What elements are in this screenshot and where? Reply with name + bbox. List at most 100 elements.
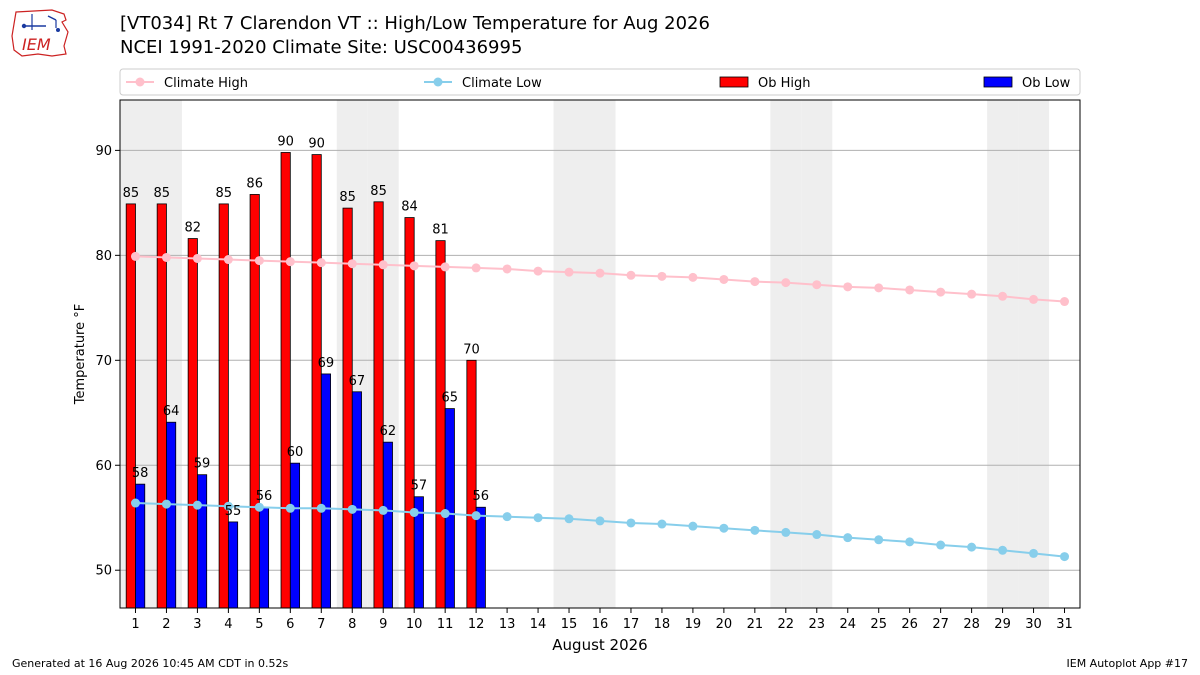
climate-low-point-day-29	[998, 545, 1008, 555]
y-tick-label-70: 70	[95, 354, 112, 369]
x-tick-label-3: 3	[193, 617, 201, 632]
x-tick-label-4: 4	[224, 617, 232, 632]
ob-low-bar-day-9	[382, 441, 393, 609]
y-tick-label-80: 80	[95, 249, 112, 264]
weekend-shade-day-15	[553, 100, 585, 608]
ob-low-label-day-8: 67	[349, 374, 366, 389]
legend: Climate High Climate Low Ob High Ob Low	[119, 68, 1081, 96]
climate-low-point-day-26	[905, 537, 915, 547]
ob-low-bar-day-3	[197, 474, 208, 609]
climate-high-point-day-1	[130, 251, 140, 261]
climate-low-point-day-27	[936, 540, 946, 550]
ob-low-label-day-10: 57	[411, 479, 428, 494]
ob-high-label-day-4: 85	[215, 186, 232, 201]
weekend-shade-day-22	[770, 100, 802, 608]
x-tick-label-5: 5	[255, 617, 263, 632]
legend-swatch-ob-low	[983, 76, 1013, 88]
climate-high-point-day-6	[285, 257, 295, 267]
climate-low-point-day-17	[626, 518, 636, 528]
weekend-shade-day-23	[801, 100, 833, 608]
climate-low-point-day-1	[130, 498, 140, 508]
legend-label-climate-high: Climate High	[164, 76, 248, 91]
ob-high-bar-day-12	[466, 359, 477, 609]
x-tick-label-13: 13	[499, 617, 516, 632]
footer-generated: Generated at 16 Aug 2026 10:45 AM CDT in…	[12, 657, 289, 670]
climate-low-point-day-15	[564, 514, 574, 524]
bars	[125, 152, 486, 609]
climate-high-point-day-18	[657, 271, 667, 281]
climate-high-point-day-16	[595, 268, 605, 278]
ob-high-label-day-12: 70	[463, 342, 480, 357]
ob-high-bar-day-10	[404, 217, 415, 609]
x-tick-label-29: 29	[994, 617, 1011, 632]
ob-high-bar-day-7	[311, 154, 322, 609]
ob-high-bar-day-1	[125, 203, 136, 609]
climate-low-point-day-3	[192, 500, 202, 510]
x-tick-label-18: 18	[654, 617, 671, 632]
ob-low-label-day-12: 56	[473, 489, 490, 504]
legend-marker-climate-low	[433, 77, 443, 87]
x-tick-label-26: 26	[901, 617, 918, 632]
x-tick-label-14: 14	[530, 617, 547, 632]
climate-high-point-day-2	[161, 252, 171, 262]
x-axis-label: August 2026	[552, 636, 647, 654]
ob-high-label-day-10: 84	[401, 200, 418, 215]
y-tick-label-90: 90	[95, 144, 112, 159]
ob-low-bar-day-4	[227, 521, 239, 609]
climate-high-point-day-15	[564, 267, 574, 277]
iem-logo: IEM	[11, 9, 69, 57]
climate-low-point-day-22	[781, 527, 791, 537]
ob-low-label-day-1: 58	[132, 466, 149, 481]
climate-high-point-day-12	[471, 263, 481, 273]
climate-high-point-day-22	[781, 278, 791, 288]
climate-low-point-day-30	[1029, 548, 1039, 558]
x-tick-label-20: 20	[716, 617, 733, 632]
y-axis-label: Temperature °F	[73, 304, 88, 405]
legend-swatch-ob-high	[719, 76, 749, 88]
ob-high-label-day-2: 85	[154, 186, 171, 201]
ob-low-label-day-6: 60	[287, 445, 304, 460]
x-tick-label-6: 6	[286, 617, 294, 632]
climate-low-point-day-8	[347, 504, 357, 514]
climate-low-point-day-16	[595, 516, 605, 526]
climate-high-point-day-19	[688, 272, 698, 282]
climate-high-point-day-9	[378, 260, 388, 270]
x-tick-label-19: 19	[685, 617, 702, 632]
ob-high-label-day-9: 85	[370, 184, 387, 199]
x-tick-label-8: 8	[348, 617, 356, 632]
x-tick-label-15: 15	[561, 617, 578, 632]
climate-low-point-day-9	[378, 505, 388, 515]
x-tick-label-23: 23	[809, 617, 826, 632]
ob-low-bar-day-2	[166, 421, 177, 609]
x-tick-label-22: 22	[778, 617, 795, 632]
weekend-shade-day-16	[584, 100, 616, 608]
chart-subtitle: NCEI 1991-2020 Climate Site: USC00436995	[120, 37, 523, 58]
y-tick-label-50: 50	[95, 564, 112, 579]
x-tick-label-24: 24	[839, 617, 856, 632]
ob-high-label-day-6: 90	[277, 134, 294, 149]
climate-high-point-day-20	[719, 274, 729, 284]
ob-low-bar-day-7	[320, 373, 331, 609]
climate-high-point-day-4	[223, 255, 233, 265]
ob-high-bar-day-11	[435, 240, 446, 609]
ob-low-bar-day-5	[258, 506, 270, 609]
climate-low-point-day-7	[316, 503, 326, 513]
x-tick-label-2: 2	[162, 617, 170, 632]
weekend-shade-day-29	[987, 100, 1019, 608]
climate-low-point-day-5	[254, 502, 264, 512]
x-tick-label-21: 21	[747, 617, 764, 632]
x-tick-label-27: 27	[932, 617, 949, 632]
climate-high-point-day-23	[812, 280, 822, 290]
logo-text: IEM	[22, 35, 51, 54]
legend-label-ob-high: Ob High	[758, 76, 811, 91]
climate-high-point-day-11	[440, 262, 450, 272]
climate-low-point-day-14	[533, 513, 543, 523]
climate-high-point-day-7	[316, 258, 326, 268]
x-tick-label-9: 9	[379, 617, 387, 632]
climate-low-point-day-20	[719, 523, 729, 533]
climate-high-point-day-10	[409, 261, 419, 271]
ob-low-label-day-2: 64	[163, 404, 180, 419]
chart-title: [VT034] Rt 7 Clarendon VT :: High/Low Te…	[120, 13, 710, 34]
